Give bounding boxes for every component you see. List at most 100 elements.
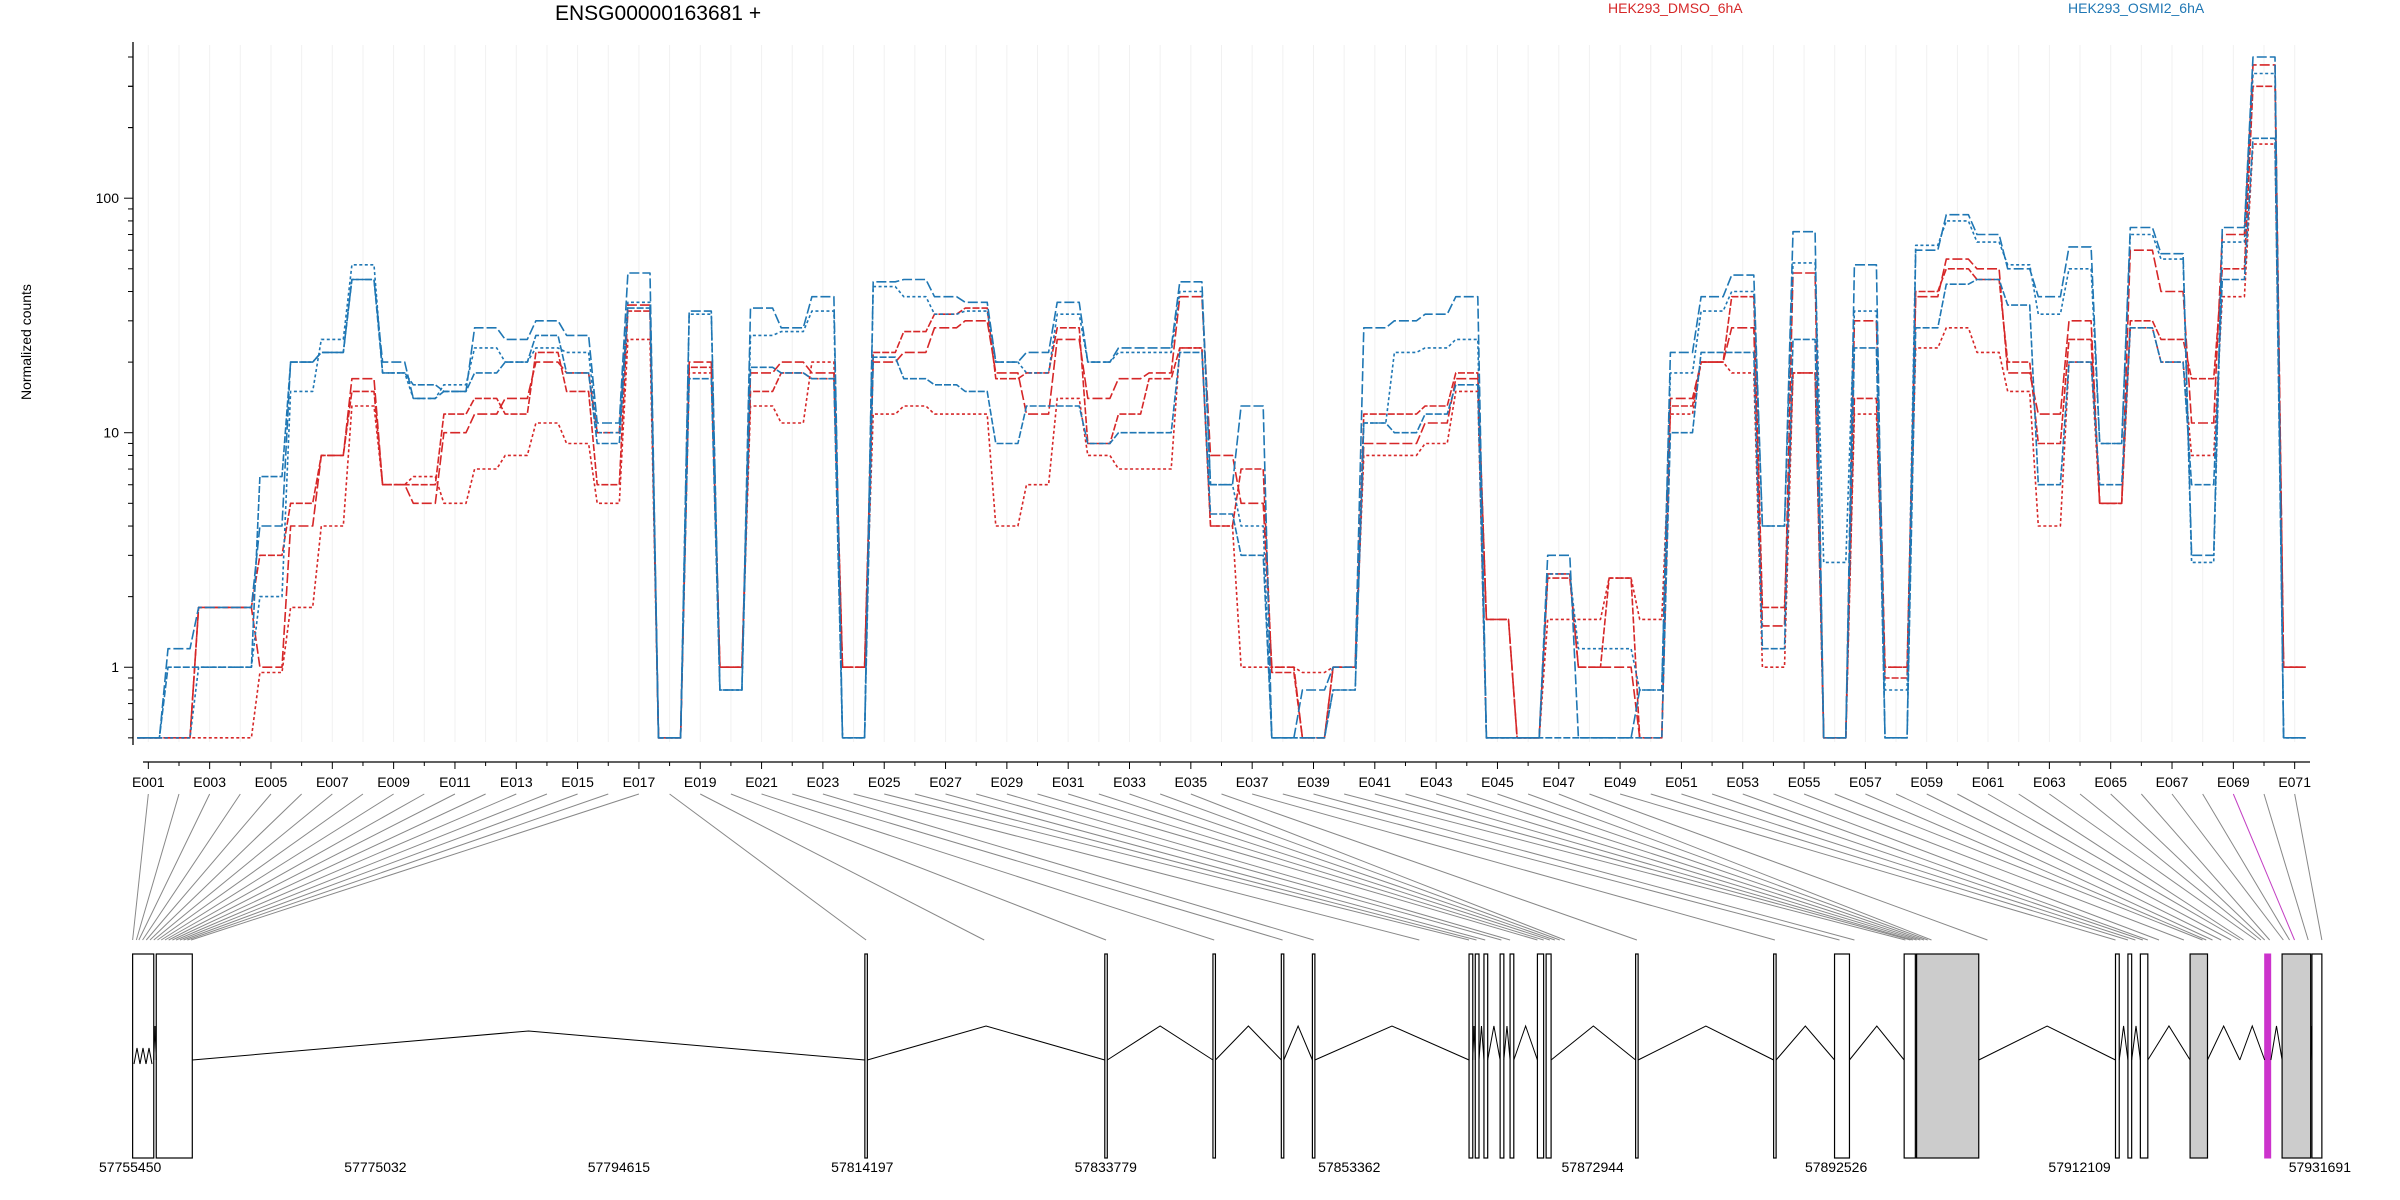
x-tick-label: E067	[2156, 774, 2189, 790]
exon-box	[1483, 953, 1489, 1159]
exon-connector	[1405, 793, 1913, 941]
genomic-coordinate-label: 57833779	[1075, 1159, 1138, 1175]
intron-line	[1215, 1025, 1282, 1061]
genomic-coordinate-label: 57853362	[1318, 1159, 1381, 1175]
x-tick-label: E053	[1726, 774, 1759, 790]
exon-connector	[157, 793, 364, 941]
intron-line	[1283, 1024, 1313, 1061]
x-tick-label: E071	[2278, 774, 2311, 790]
x-tick-label: E027	[929, 774, 962, 790]
x-tick-label: E033	[1113, 774, 1146, 790]
exon-box	[1468, 953, 1474, 1159]
intron-line	[2310, 1025, 2313, 1061]
exon-box	[155, 953, 193, 1159]
exon-box	[1545, 953, 1552, 1159]
x-tick-label: E051	[1665, 774, 1698, 790]
exon-connector	[1221, 793, 1638, 941]
exon-box	[1280, 953, 1285, 1159]
exon-connector	[884, 793, 1470, 941]
intron-line	[2118, 1025, 2129, 1061]
x-tick-label: E023	[807, 774, 840, 790]
exon-connector	[2140, 793, 2271, 941]
exon-connector	[187, 793, 609, 941]
exon-box	[1903, 953, 1916, 1159]
exon-connector	[190, 793, 640, 941]
intron-line	[2270, 1025, 2283, 1061]
exon-box	[1833, 953, 1851, 1159]
exon-connector	[138, 793, 211, 941]
exon-connector	[149, 793, 302, 941]
exon-connector	[142, 793, 241, 941]
exon-connector	[1926, 793, 2222, 941]
exon-box	[2127, 953, 2133, 1159]
intron-mark	[139, 1047, 147, 1065]
exon-connector	[135, 793, 180, 941]
legend-entry-osmi: HEK293_OSMI2_6hA	[2068, 0, 2205, 16]
exon-connector	[1865, 793, 2207, 941]
exon-box	[1104, 953, 1108, 1159]
genomic-coordinate-label: 57794615	[588, 1159, 651, 1175]
intron-line	[1775, 1025, 1835, 1061]
legend-entry-dmso: HEK293_DMSO_6hA	[1608, 0, 1743, 16]
exon-connector	[153, 793, 333, 941]
exon-connector	[730, 793, 1107, 941]
exon-connector	[792, 793, 1283, 941]
exon-connector	[1957, 793, 2232, 941]
series-line-3	[137, 85, 2306, 739]
genomic-coordinate-label: 57892526	[1805, 1159, 1868, 1175]
genomic-coordinate-label: 57814197	[831, 1159, 894, 1175]
exon-connector	[1313, 793, 1855, 941]
exon-connector	[1987, 793, 2241, 941]
x-tick-label: E011	[439, 774, 471, 790]
x-tick-label: E069	[2217, 774, 2250, 790]
exon-connector	[1558, 793, 1932, 941]
exon-connector	[853, 793, 1420, 941]
x-tick-label: E003	[193, 774, 226, 790]
x-tick-label: E009	[377, 774, 410, 790]
exon-connector	[1834, 793, 2203, 941]
exon-box	[1311, 953, 1316, 1159]
exon-box	[2139, 953, 2149, 1159]
exon-connector	[2018, 793, 2244, 941]
exon-connector	[1006, 793, 1511, 941]
x-tick-label: E055	[1788, 774, 1821, 790]
exon-connector	[1190, 793, 1565, 941]
exon-connector	[1650, 793, 2129, 941]
series-line-2	[137, 143, 2306, 739]
exon-connector	[1497, 793, 1925, 941]
intron-line	[1107, 1025, 1214, 1061]
exon-connector	[976, 793, 1502, 941]
series-line-5	[137, 72, 2306, 739]
exon-connector	[1098, 793, 1551, 941]
intron-line	[1849, 1025, 1905, 1061]
x-tick-label: E029	[991, 774, 1024, 790]
x-tick-label: E019	[684, 774, 717, 790]
intron-mark	[145, 1047, 153, 1065]
exon-connector	[164, 793, 425, 941]
x-tick-label: E057	[1849, 774, 1882, 790]
exon-box	[1499, 953, 1505, 1159]
intron-line	[1314, 1025, 1470, 1061]
x-tick-label: E001	[132, 774, 165, 790]
x-tick-label: E043	[1420, 774, 1453, 790]
intron-line	[2131, 1025, 2141, 1061]
intron-line	[153, 1025, 157, 1061]
exon-connector	[1466, 793, 1921, 941]
intron-line	[1550, 1025, 1636, 1061]
genomic-coordinate-label: 57755450	[99, 1159, 162, 1175]
exon-connector	[160, 793, 394, 941]
x-tick-label: E035	[1174, 774, 1207, 790]
exon-box	[2114, 953, 2120, 1159]
exon-connector	[2202, 793, 2290, 941]
x-tick-label: E049	[1604, 774, 1637, 790]
genomic-coordinate-label: 57872944	[1562, 1159, 1625, 1175]
exon-connector	[822, 793, 1314, 941]
x-tick-label: E059	[1910, 774, 1943, 790]
exon-connector	[1282, 793, 1840, 941]
exon-connector	[1527, 793, 1928, 941]
exon-connector	[1160, 793, 1560, 941]
exon-connector	[183, 793, 578, 941]
exon-connector	[1129, 793, 1555, 941]
exon-box	[1635, 953, 1639, 1159]
exon-connector	[1589, 793, 1988, 941]
